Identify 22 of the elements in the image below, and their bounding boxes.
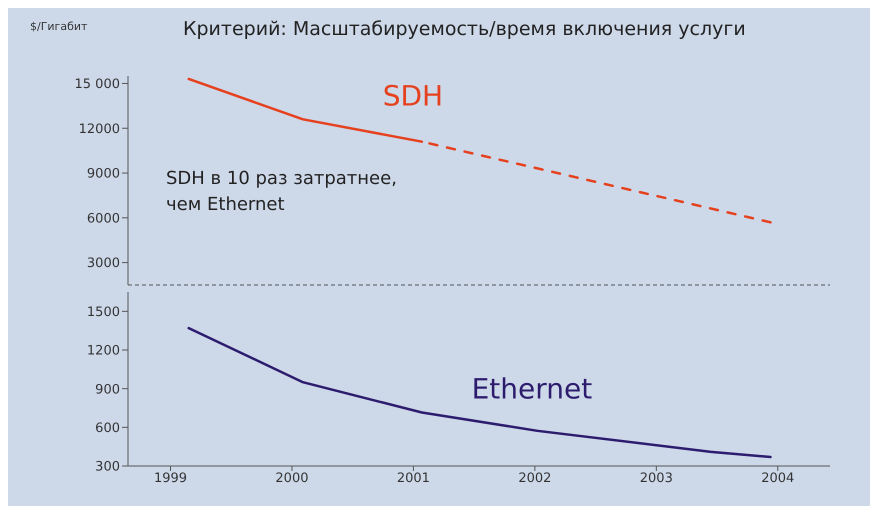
y-tick-label: 9000 — [86, 166, 120, 182]
y-tick-label: 3000 — [86, 256, 120, 272]
y-tick-label: 600 — [95, 420, 120, 436]
y-tick-label: 1500 — [86, 304, 120, 320]
y-tick-label: 12000 — [78, 122, 120, 137]
x-tick-label: 1999 — [154, 471, 188, 486]
y-tick-label: 900 — [95, 382, 120, 398]
series-label: Ethernet — [472, 372, 592, 406]
x-tick-label: 2004 — [761, 471, 794, 486]
y-axis-title: $/Гигабит — [30, 20, 88, 33]
y-tick-label: 300 — [95, 460, 120, 475]
chart-title: Критерий: Масштабируемость/время включения услуги — [183, 18, 746, 40]
series-label: SDH — [382, 79, 444, 112]
x-tick-label: 2000 — [275, 471, 309, 486]
y-tick-label: 6000 — [86, 211, 120, 226]
x-tick-label: 2003 — [640, 471, 673, 486]
y-tick-label: 15 000 — [74, 77, 120, 92]
x-tick-label: 2002 — [518, 471, 552, 486]
line-series — [187, 326, 772, 458]
y-tick-label: 1200 — [86, 344, 120, 359]
annotation: SDH в 10 раз затратнее, чем Ethernet — [166, 167, 397, 217]
x-tick-label: 2001 — [396, 471, 430, 486]
